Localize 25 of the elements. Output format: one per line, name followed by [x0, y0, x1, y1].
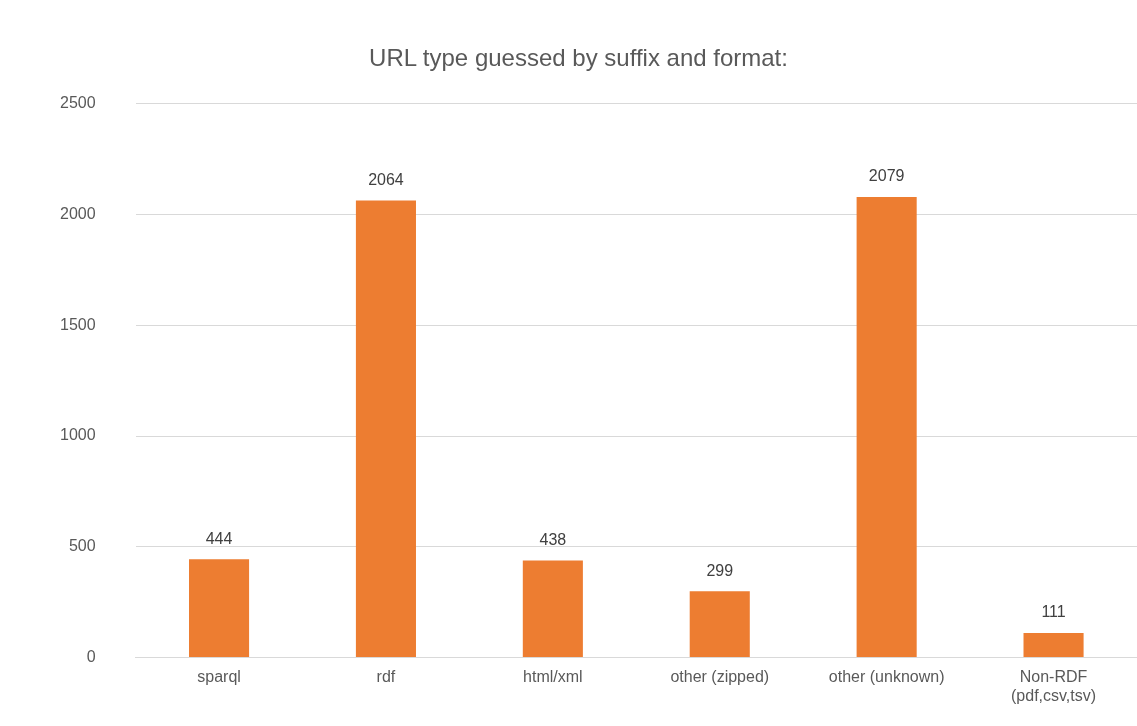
chart-title: URL type guessed by suffix and format:: [369, 44, 788, 72]
data-label: 111: [1041, 603, 1066, 621]
y-tick-label: 1000: [60, 426, 96, 444]
bar: [355, 200, 416, 658]
y-tick-label: 0: [86, 648, 96, 666]
data-label: 2064: [368, 170, 404, 188]
y-tick-label: 500: [68, 537, 96, 555]
y-tick-label: 2500: [60, 94, 96, 112]
y-tick-label: 2000: [60, 204, 96, 222]
bar: [689, 591, 750, 658]
data-label: 438: [539, 530, 567, 548]
x-tick-label: html/xml: [523, 667, 583, 685]
x-tick-label: Non-RDF (pdf,csv,tsv): [1011, 667, 1097, 704]
bar: [1023, 633, 1084, 658]
x-tick-label: rdf: [376, 667, 396, 685]
data-label: 2079: [868, 167, 905, 185]
bar: [856, 197, 917, 658]
x-tick-label: other (zipped): [670, 667, 770, 685]
x-tick-label: other (unknown): [828, 667, 945, 685]
x-tick-label: sparql: [197, 667, 241, 685]
y-tick-label: 1500: [60, 315, 96, 333]
data-label: 444: [205, 529, 233, 547]
bar: [522, 560, 583, 658]
data-label: 299: [706, 561, 734, 579]
bar: [189, 559, 250, 658]
